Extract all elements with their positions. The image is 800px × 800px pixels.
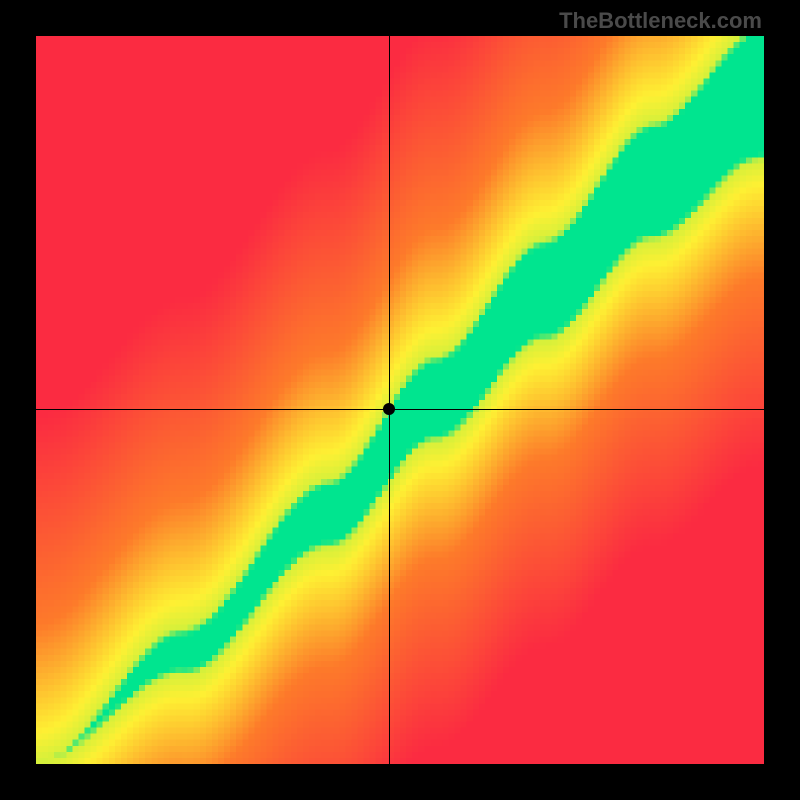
heatmap-canvas xyxy=(36,36,764,764)
crosshair-vertical xyxy=(389,36,390,764)
watermark-text: TheBottleneck.com xyxy=(559,8,762,34)
crosshair-horizontal xyxy=(36,409,764,410)
plot-area xyxy=(36,36,764,764)
crosshair-marker xyxy=(383,403,395,415)
